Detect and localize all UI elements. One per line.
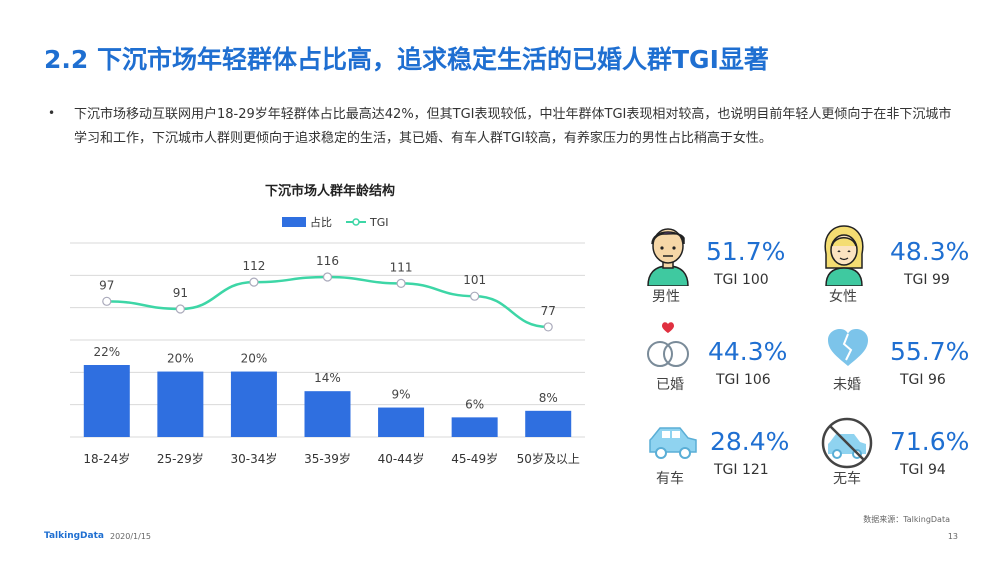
tgi-value-label: 91 [173,286,188,300]
car-tgi: TGI 121 [714,462,769,478]
male-percentage: 51.7% [706,237,786,266]
tgi-point [249,277,259,287]
legend-bar-swatch [282,217,306,227]
female-user-icon [822,224,866,290]
unmarried-percentage: 55.7% [890,337,970,366]
page-title: 2.2 下沉市场年轻群体占比高，追求稳定生活的已婚人群TGI显著 [44,45,769,74]
rings-icon [642,320,694,372]
male-user-icon [646,224,690,290]
bar-value-label: 14% [314,371,341,385]
bar [230,371,277,437]
x-tick-label: 40-44岁 [378,451,425,466]
tgi-value-label: 112 [242,259,265,273]
bar-value-label: 20% [167,352,194,366]
x-tick-label: 35-39岁 [304,451,351,466]
unmarried-label: 未婚 [833,377,861,393]
car-label: 有车 [656,471,684,487]
x-tick-label: 25-29岁 [157,451,204,466]
x-tick-label: 50岁及以上 [517,451,580,466]
bar [451,417,498,437]
heart-icon [826,328,870,372]
summary-paragraph: 下沉市场移动互联网用户18-29岁年轻群体占比最高达42%，但其TGI表现较低，… [74,107,952,146]
chart-canvas: 占比 TGI 22% 18-24岁 20% 25-29岁 20% 30-34岁 14% 35-39… [70,215,585,466]
married-tgi: TGI 106 [716,372,771,388]
female-percentage: 48.3% [890,237,970,266]
tgi-value-label: 111 [390,260,413,274]
car-icon [646,424,700,464]
bullet-marker: • [48,106,56,120]
legend-bar-label: 占比 [310,215,332,229]
no-car-icon [820,416,874,474]
bar [304,391,351,437]
male-label: 男性 [652,289,680,305]
tgi-point [470,291,480,301]
x-tick-label: 30-34岁 [230,451,277,466]
x-tick-label: 45-49岁 [451,451,498,466]
married-label: 已婚 [656,377,684,393]
tgi-value-label: 97 [99,278,114,292]
no-car-label: 无车 [833,471,861,487]
page-number: 13 [947,532,958,541]
tgi-value-label: 116 [316,254,339,268]
male-tgi: TGI 100 [714,272,769,288]
tgi-point [322,272,333,282]
bar [525,410,572,437]
bar-value-label: 9% [392,388,411,402]
married-percentage: 44.3% [708,337,788,366]
bar [157,371,204,437]
age-structure-chart: 占比 TGI 22% 18-24岁 20% 25-29岁 20% 30-34岁 14% 35-39… [60,175,600,475]
female-label: 女性 [829,289,857,305]
tgi-point [396,278,406,289]
report-date: 2020/1/15 [110,532,152,541]
bar-value-label: 8% [539,391,558,405]
tgi-point [543,322,553,332]
talkingdata-logo: TalkingData [44,531,104,541]
bar-value-label: 20% [241,352,268,366]
x-tick-label: 18-24岁 [83,451,130,466]
bar-value-label: 6% [465,397,484,411]
female-tgi: TGI 99 [904,272,950,288]
chart-title: 下沉市场人群年龄结构 [264,184,395,199]
data-source: 数据来源：TalkingData [863,515,950,524]
no-car-percentage: 71.6% [890,427,970,456]
tgi-value-label: 77 [541,304,556,318]
bar-value-label: 22% [93,345,120,359]
unmarried-tgi: TGI 96 [900,372,946,388]
bar [378,407,425,437]
legend-line-label: TGI [369,216,389,229]
tgi-point [102,296,112,306]
car-percentage: 28.4% [710,427,790,456]
legend-line-marker [352,218,360,226]
no-car-tgi: TGI 94 [900,462,946,478]
tgi-value-label: 101 [463,273,486,287]
tgi-point [175,304,185,314]
bar [83,365,130,437]
